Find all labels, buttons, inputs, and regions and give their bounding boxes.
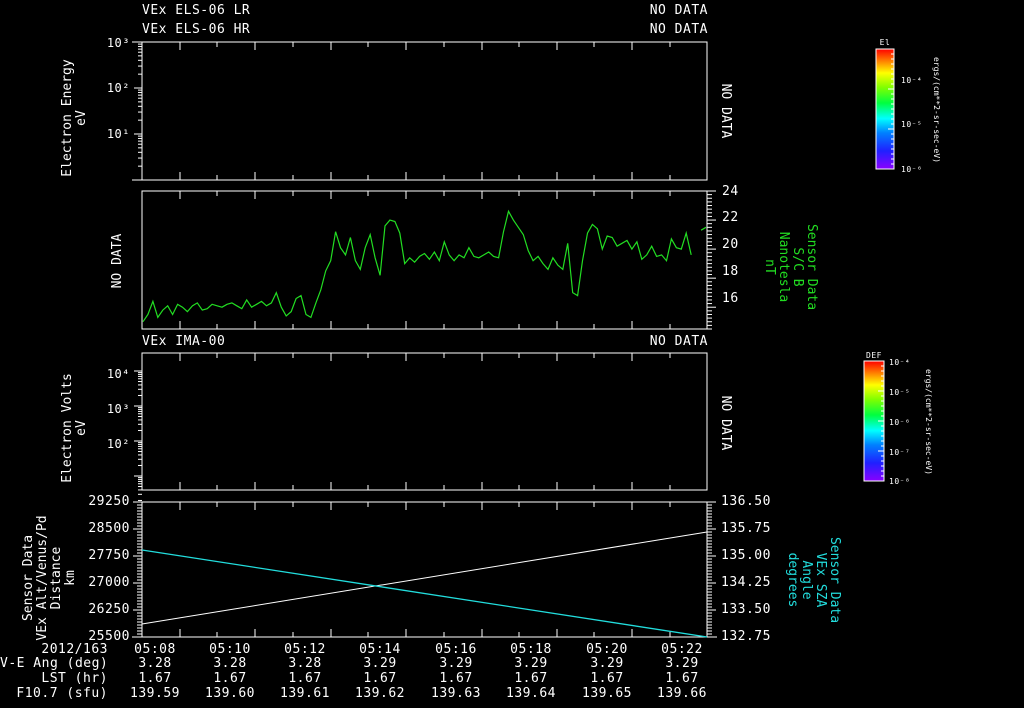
colorbar-el-tick-1: 10⁻⁴ [901,76,923,85]
panel4-frame [132,501,717,638]
colorbar-el-label: El [879,38,891,47]
panel4-left-ytick-4: 27000 [88,575,130,590]
panel4-right-ytick-4: 134.25 [721,575,771,590]
footer-lst-cell: 1.67 [590,671,624,686]
mag-field-trace-segment [700,226,707,231]
footer-ve-ang-cell: 3.29 [363,656,397,671]
panel3-ylabel: Electron Volts eV [60,373,89,483]
panel3-title: VEx IMA-00 [142,334,226,349]
footer-f107-label: F10.7 (sfu) [16,686,108,701]
panel1-title-lr: VEx ELS-06 LR [142,3,251,18]
footer-lst-cell: 1.67 [363,671,397,686]
footer-ve-ang-cell: 3.29 [514,656,548,671]
panel4-right-ytick-2: 135.75 [721,521,771,536]
colorbar-def-tick-2: 10⁻⁵ [889,388,911,397]
footer-ve-ang-cell: 3.28 [138,656,172,671]
panel1-ylabel: Electron Energy eV [60,59,89,177]
panel1-ytick-2: 10² [106,81,130,95]
footer-f107-cell: 139.65 [582,686,632,701]
sza-trace [141,549,708,638]
colorbar-def-tick-5: 10⁻⁸ [889,477,911,486]
footer-ve-ang-cell: 3.28 [213,656,247,671]
panel1-frame [132,41,708,181]
colorbar-def-tick-1: 10⁻⁴ [889,358,911,367]
colorbar-el-tick-3: 10⁻⁶ [901,165,923,174]
panel2-ytick-16: 16 [722,291,739,306]
footer-f107-cell: 139.63 [431,686,481,701]
footer-date-label: 2012/163 [41,642,108,657]
footer-times-cell: 05:14 [359,642,401,657]
footer-ve-ang-cell: 3.29 [590,656,624,671]
footer-times-cell: 05:10 [209,642,251,657]
panel3-status: NO DATA [649,334,708,349]
footer-f107-cell: 139.66 [657,686,707,701]
panel4-right-ylabel: Sensor Data VEx SZA Angle degrees [785,536,842,624]
footer-lst-cell: 1.67 [213,671,247,686]
panel4-right-ytick-1: 136.50 [721,494,771,509]
footer-ve-ang-cell: 3.29 [439,656,473,671]
footer-times-cell: 05:12 [284,642,326,657]
colorbar-el-units: ergs/(cm**2-sr-sec-eV) [932,57,941,163]
footer-lst-cell: 1.67 [514,671,548,686]
panel1-title-hr: VEx ELS-06 HR [142,22,251,37]
panel1-ytick-1: 10³ [106,36,130,50]
footer-times-cell: 05:16 [435,642,477,657]
footer-lst-cell: 1.67 [665,671,699,686]
footer-lst-cell: 1.67 [138,671,172,686]
footer-f107-cell: 139.64 [506,686,556,701]
panel4-right-ytick-6: 132.75 [721,629,771,644]
colorbar-def-units: ergs/(cm**2-sr-sec-eV) [924,369,933,475]
panel3-ytick-1: 10⁴ [106,367,130,381]
panel3-ytick-3: 10² [106,437,130,451]
footer-ve-ang-cell: 3.29 [665,656,699,671]
panel4-left-ylabel: Sensor Data VEx Alt/Venus/Pd Distance km [21,515,78,641]
panel2-ylabel: Sensor Data S/C B Nanotesla nT [762,223,819,311]
panel3-right-status: NO DATA [718,395,733,451]
mag-field-trace [142,209,692,323]
footer-ve-ang-cell: 3.28 [288,656,322,671]
colorbar-def-label: DEF [866,351,882,360]
footer-times-cell: 05:08 [134,642,176,657]
panel2-ytick-20: 20 [722,237,739,252]
panel1-ytick-3: 10¹ [106,127,130,141]
colorbar-def-tick-4: 10⁻⁷ [889,448,911,457]
footer-f107-cell: 139.62 [355,686,405,701]
footer-times-cell: 05:22 [661,642,703,657]
footer-f107-cell: 139.60 [205,686,255,701]
footer-lst-label: LST (hr) [41,671,108,686]
panel4-left-ytick-5: 26250 [88,602,130,617]
panel4-right-ytick-3: 135.00 [721,548,771,563]
panel2-frame [141,190,708,330]
panel2-ytick-24: 24 [722,184,739,199]
panel4-left-ytick-1: 29250 [88,494,130,509]
panel2-left-status: NO DATA [110,233,125,289]
footer-f107-cell: 139.59 [130,686,180,701]
footer-times-cell: 05:18 [510,642,552,657]
footer-times-cell: 05:20 [586,642,628,657]
panel3-frame [141,352,708,491]
panel1-status-lr: NO DATA [649,3,708,18]
panel4-left-ytick-6: 25500 [88,629,130,644]
panel4-right-ytick-5: 133.50 [721,602,771,617]
footer-lst-cell: 1.67 [288,671,322,686]
footer-f107-cell: 139.61 [280,686,330,701]
panel4-left-ytick-2: 28500 [88,521,130,536]
colorbar-def-tick-3: 10⁻⁶ [889,418,911,427]
colorbar-el-tick-2: 10⁻⁵ [901,120,923,129]
panel1-status-hr: NO DATA [649,22,708,37]
altitude-trace [141,531,708,625]
panel2-ytick-18: 18 [722,264,739,279]
panel2-ytick-22: 22 [722,210,739,225]
footer-ve-ang-label: V-E Ang (deg) [0,656,109,671]
panel1-right-status: NO DATA [718,83,733,139]
footer-lst-cell: 1.67 [439,671,473,686]
panel3-ytick-2: 10³ [106,402,130,416]
panel4-left-ytick-3: 27750 [88,548,130,563]
